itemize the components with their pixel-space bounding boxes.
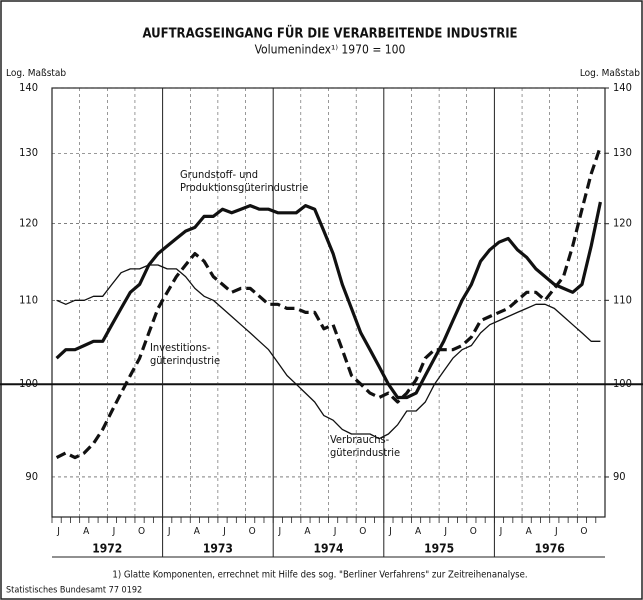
y2-tick-label: 130 [613, 146, 632, 159]
year-label: 1972 [92, 542, 122, 556]
x-tick-label: J [56, 526, 60, 537]
x-tick-label: J [388, 526, 392, 537]
x-tick-label: O [359, 526, 366, 537]
y2-tick-label: 120 [613, 217, 632, 230]
x-tick-label: O [580, 526, 587, 537]
y2-tick-label: 90 [613, 470, 626, 483]
chart-title: AUFTRAGSEINGANG FÜR DIE VERARBEITENDE IN… [142, 26, 517, 42]
annotation: Grundstoff- und [180, 168, 258, 181]
x-tick-label: A [415, 526, 422, 537]
x-tick-label: J [499, 526, 503, 537]
y2-axis-label: Log. Maßstab [580, 68, 640, 79]
x-tick-label: A [304, 526, 311, 537]
chart-subtitle: Volumenindex¹⁾ 1970 = 100 [255, 43, 406, 57]
x-tick-label: A [83, 526, 90, 537]
y-tick-label: 110 [19, 293, 38, 306]
annotation: güterindustrie [330, 446, 400, 459]
x-tick-label: O [138, 526, 145, 537]
x-tick-label: O [249, 526, 256, 537]
x-tick-label: J [112, 526, 116, 537]
annotation: Verbrauchs- [330, 433, 390, 446]
annotation: Investitions- [150, 341, 211, 354]
year-label: 1974 [313, 542, 344, 556]
series-line [55, 201, 602, 400]
y-tick-label: 130 [19, 146, 38, 159]
source: Statistisches Bundesamt 77 0192 [6, 586, 142, 596]
year-label: 1976 [535, 542, 565, 556]
y2-tick-label: 110 [613, 293, 632, 306]
y-tick-label: 90 [25, 470, 38, 483]
x-tick-label: J [277, 526, 281, 537]
y-tick-label: 120 [19, 217, 38, 230]
x-tick-label: J [443, 526, 447, 537]
annotation: güterindustrie [150, 354, 220, 367]
x-tick-label: A [526, 526, 533, 537]
x-tick-label: J [167, 526, 171, 537]
year-label: 1975 [424, 542, 454, 556]
footnote: 1) Glatte Komponenten, errechnet mit Hil… [112, 570, 527, 581]
annotation: Produktionsgüterindustrie [180, 181, 308, 194]
x-tick-label: J [333, 526, 337, 537]
year-label: 1973 [203, 542, 233, 556]
x-tick-label: J [554, 526, 558, 537]
x-tick-label: J [222, 526, 226, 537]
y2-tick-label: 140 [613, 81, 632, 94]
y-tick-label: 140 [19, 81, 38, 94]
x-tick-label: O [470, 526, 477, 537]
x-tick-label: A [194, 526, 201, 537]
series-line [56, 264, 601, 440]
series-line [55, 145, 602, 460]
plot-area [51, 87, 606, 518]
y-axis-label: Log. Maßstab [6, 68, 66, 79]
